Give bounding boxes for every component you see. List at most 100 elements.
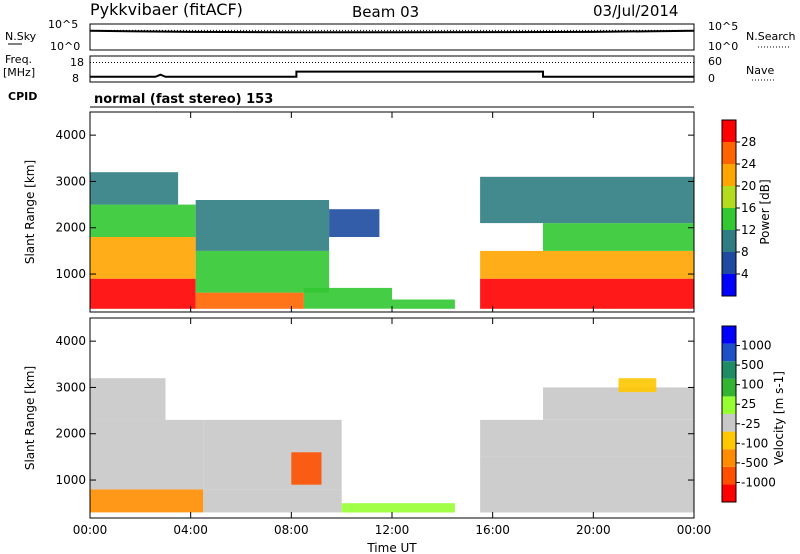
- x-axis-label: Time UT: [366, 541, 417, 554]
- x-tick-label: 12:00: [375, 523, 410, 537]
- freq-panel-frame: [89, 55, 695, 83]
- power-colorbar-label: Power [dB]: [758, 179, 772, 244]
- scatter-region-5: [195, 250, 330, 293]
- power-y-axis-label: Slant Range [km]: [23, 160, 37, 264]
- colorbar-tick-label: 28: [741, 135, 756, 149]
- colorbar-swatch: [722, 252, 736, 274]
- power-panel: 4000 3000 2000 1000 Slant Range [km] 28 24 20…: [23, 111, 772, 313]
- freq-panel: Freq. [MHz] 18 8 60 0 Nave CPID: [3, 53, 776, 108]
- colorbar-swatch: [722, 274, 736, 296]
- scatter-region-10: [480, 278, 694, 309]
- colorbar-swatch: [722, 208, 736, 230]
- colorbar-swatch: [722, 326, 736, 344]
- nsky-panel-frame: [89, 23, 695, 51]
- nsky-tick-bottom: 10^0: [50, 40, 80, 53]
- x-tick-label: 04:00: [173, 523, 208, 537]
- y-tick-label: 3000: [55, 380, 86, 394]
- velocity-y-axis: 4000 3000 2000 1000: [55, 334, 694, 487]
- y-tick-label: 1000: [55, 267, 86, 281]
- power-heatmap: [90, 172, 694, 309]
- scatter-region-3: [203, 489, 342, 513]
- scatter-region-3: [90, 172, 179, 205]
- nsearch-label: N.Search: [746, 30, 796, 43]
- scatter-region-8: [480, 419, 694, 457]
- scatter-region-6: [341, 503, 455, 513]
- scatter-region-10: [618, 378, 657, 393]
- velocity-panel: 4000 3000 2000 1000 00:00 04:00 08:00 12:00 16:…: [23, 317, 786, 554]
- velocity-colorbar-label: Velocity [m s-1]: [772, 371, 786, 465]
- colorbar-tick-label: -100: [741, 436, 768, 450]
- scatter-region-9: [543, 387, 694, 420]
- nsearch-tick-top: 10^5: [708, 20, 738, 33]
- colorbar-tick-label: 8: [741, 245, 749, 259]
- freq-label: Freq.: [5, 53, 32, 66]
- colorbar-swatch: [722, 449, 736, 467]
- colorbar-swatch: [722, 378, 736, 397]
- station-title: Pykkvibaer (fitACF): [90, 0, 243, 19]
- nsky-panel: N.Sky 10^5 10^0 10^5 10^0 N.Search: [5, 18, 796, 53]
- y-tick-label: 4000: [55, 334, 86, 348]
- power-y-axis: 4000 3000 2000 1000: [55, 128, 694, 281]
- colorbar-tick-label: -500: [741, 456, 768, 470]
- colorbar-swatch: [722, 396, 736, 414]
- colorbar-swatch: [722, 361, 736, 379]
- x-tick-label: 08:00: [274, 523, 309, 537]
- nave-tick-bottom: 0: [708, 72, 715, 85]
- colorbar-swatch: [722, 120, 736, 142]
- velocity-x-axis: 00:00 04:00 08:00 12:00 16:00 20:00 00:00: [73, 318, 712, 537]
- scatter-region-0: [90, 278, 196, 309]
- colorbar-swatch: [722, 230, 736, 252]
- nsearch-tick-bottom: 10^0: [708, 40, 738, 53]
- velocity-y-axis-label: Slant Range [km]: [23, 366, 37, 470]
- y-tick-label: 2000: [55, 427, 86, 441]
- colorbar-swatch: [722, 186, 736, 208]
- colorbar-tick-label: 16: [741, 201, 756, 215]
- colorbar-swatch: [722, 343, 736, 362]
- power-colorbar: 28 24 20 16 12 8 4: [721, 119, 756, 297]
- nave-tick-top: 60: [708, 55, 722, 68]
- freq-series-line: [90, 70, 694, 78]
- x-tick-label: 00:00: [677, 523, 712, 537]
- colorbar-swatch: [722, 164, 736, 186]
- power-x-ticks: [89, 112, 695, 312]
- scatter-region-4: [195, 292, 304, 309]
- colorbar-tick-label: -25: [741, 417, 761, 431]
- scatter-region-2: [90, 204, 196, 237]
- velocity-heatmap: [90, 378, 694, 513]
- colorbar-tick-label: 4: [741, 267, 749, 281]
- colorbar-tick-label: -1000: [741, 475, 776, 489]
- x-tick-label: 00:00: [73, 523, 108, 537]
- scatter-region-8: [329, 209, 380, 237]
- scatter-region-13: [480, 176, 694, 224]
- scatter-region-9: [392, 299, 455, 309]
- colorbar-tick-label: 500: [741, 358, 764, 372]
- scatter-region-6: [195, 200, 330, 251]
- y-tick-label: 3000: [55, 174, 86, 188]
- scatter-region-11: [480, 250, 694, 279]
- cpid-label: CPID: [8, 90, 37, 103]
- scatter-region-1: [90, 419, 204, 490]
- scatter-region-1: [90, 237, 196, 279]
- freq-tick-bottom: 8: [72, 72, 79, 85]
- y-tick-label: 1000: [55, 473, 86, 487]
- colorbar-tick-label: 20: [741, 179, 756, 193]
- x-tick-label: 16:00: [475, 523, 510, 537]
- scatter-region-7: [480, 456, 694, 513]
- y-tick-label: 2000: [55, 221, 86, 235]
- x-tick-label: 20:00: [576, 523, 611, 537]
- nsky-label: N.Sky: [5, 30, 37, 43]
- colorbar-tick-label: 12: [741, 223, 756, 237]
- scatter-region-2: [90, 378, 166, 420]
- cpid-text: normal (fast stereo) 153: [94, 92, 274, 107]
- date-title: 03/Jul/2014: [593, 2, 679, 20]
- colorbar-frame: [721, 325, 737, 503]
- scatter-region-5: [291, 452, 322, 485]
- y-tick-label: 4000: [55, 128, 86, 142]
- scatter-region-0: [90, 489, 204, 513]
- colorbar-tick-label: 25: [741, 397, 756, 411]
- nave-label: Nave: [746, 64, 774, 77]
- scatter-region-7: [303, 287, 392, 309]
- beam-title: Beam 03: [352, 3, 420, 21]
- colorbar-swatch: [722, 484, 736, 502]
